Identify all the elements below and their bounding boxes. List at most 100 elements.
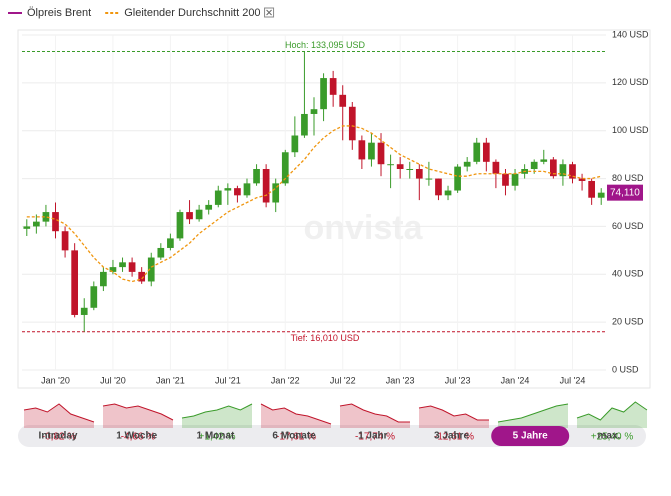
x-tick-label: Jul '20 (100, 375, 126, 385)
tab-label[interactable]: 1 Monat (197, 431, 235, 442)
candle-body (291, 135, 299, 153)
candle-body (559, 164, 567, 177)
x-tick-label: Jul '23 (445, 375, 471, 385)
candle-body (435, 178, 442, 196)
x-tick-label: Jul '21 (215, 375, 241, 385)
candle-body (540, 159, 548, 162)
candle-body (406, 169, 414, 170)
watermark: onvista (303, 209, 423, 247)
y-tick-label: 80 USD (612, 173, 644, 183)
candle-body (463, 161, 471, 167)
legend-label: Ölpreis Brent (27, 7, 91, 19)
candle-body (530, 161, 538, 169)
price-tag (607, 184, 643, 201)
tab-label[interactable]: 6 Monate (272, 431, 316, 442)
period-change: -17,74 % (355, 432, 395, 443)
candle-body (310, 109, 318, 114)
candle-body (368, 142, 375, 160)
candle-body (444, 190, 452, 196)
candle-body (147, 257, 155, 282)
candle-body (186, 212, 193, 220)
tab-bar (18, 425, 646, 447)
x-tick-label: Jan '24 (501, 375, 530, 385)
tab-label[interactable]: max. (598, 431, 621, 442)
tab-label[interactable]: 5 Jahre (513, 431, 548, 442)
candle-body (42, 212, 50, 222)
candle-body (396, 164, 404, 169)
x-tick-label: Jul '22 (330, 375, 356, 385)
candle-body (511, 173, 519, 186)
candle-body (549, 159, 557, 177)
tab-label[interactable]: Intraday (39, 431, 78, 442)
tab-label[interactable]: 3 Jahre (434, 431, 469, 442)
period-change: -17,61 % (276, 432, 316, 443)
candle-body (301, 113, 308, 136)
candle-body (473, 142, 481, 162)
candle-body (588, 180, 595, 198)
sparkline (576, 401, 648, 421)
candle-body (320, 78, 327, 110)
y-tick-label: 20 USD (612, 317, 644, 327)
candle-body (214, 190, 222, 205)
y-tick-label: 100 USD (612, 125, 649, 135)
sparkline (102, 403, 174, 421)
y-tick-label: 120 USD (612, 77, 649, 87)
sparkline-area (103, 404, 173, 428)
tab-active[interactable] (491, 426, 570, 446)
annotation-label: Hoch: 133,095 USD (285, 40, 366, 50)
candle-body (33, 221, 40, 227)
legend-close[interactable] (264, 7, 275, 18)
candle-body (138, 271, 146, 282)
sparkline-area (498, 404, 568, 428)
candle-body (176, 212, 184, 239)
x-tick-label: Jan '21 (156, 375, 185, 385)
candle-body (119, 262, 126, 268)
candle-body (167, 238, 174, 248)
candle-body (425, 178, 433, 180)
candle-body (569, 164, 576, 179)
candle-body (454, 166, 461, 191)
y-tick-label: 0 USD (612, 364, 639, 374)
annotation-label: Tief: 16,010 USD (291, 333, 360, 343)
candle-body (502, 173, 509, 186)
candle-body (281, 152, 289, 184)
candle-body (387, 164, 394, 166)
candle-body (224, 188, 232, 191)
candle-body (492, 161, 500, 174)
moving-average (26, 125, 602, 283)
price-tag-label: 74,110 (610, 187, 640, 198)
sparkline (23, 403, 95, 423)
candle-body (23, 226, 31, 229)
candle-body (52, 212, 59, 232)
tab-label[interactable]: 1 Jahr (358, 431, 388, 442)
sparkline (181, 403, 253, 419)
candle-body (339, 94, 347, 107)
candle-body (482, 142, 490, 162)
candle-body (253, 169, 260, 184)
candle-body (234, 188, 241, 196)
legend-close-icon (266, 9, 272, 16)
candle-body (90, 286, 98, 308)
sparkline (339, 403, 410, 423)
candle-body (109, 267, 117, 272)
sparkline (497, 403, 569, 423)
candle-body (100, 271, 107, 287)
candle-body (262, 169, 270, 203)
candle-body (272, 183, 280, 203)
x-tick-label: Jan '23 (386, 375, 415, 385)
candle-body (61, 231, 69, 251)
x-tick-label: Jan '22 (271, 375, 300, 385)
sparkline-area (419, 406, 489, 428)
y-tick-label: 60 USD (612, 221, 644, 231)
candle-body (243, 183, 251, 196)
x-tick-label: Jul '24 (560, 375, 586, 385)
candle-body (329, 78, 337, 95)
candle-body (578, 178, 586, 181)
period-change: +1,42 % (199, 432, 236, 443)
period-change: -12,61 % (434, 432, 474, 443)
candle-body (157, 247, 165, 258)
tab-label[interactable]: 1 Woche (116, 431, 157, 442)
candle-body (128, 262, 136, 272)
period-change: -4,66 % (121, 432, 156, 443)
